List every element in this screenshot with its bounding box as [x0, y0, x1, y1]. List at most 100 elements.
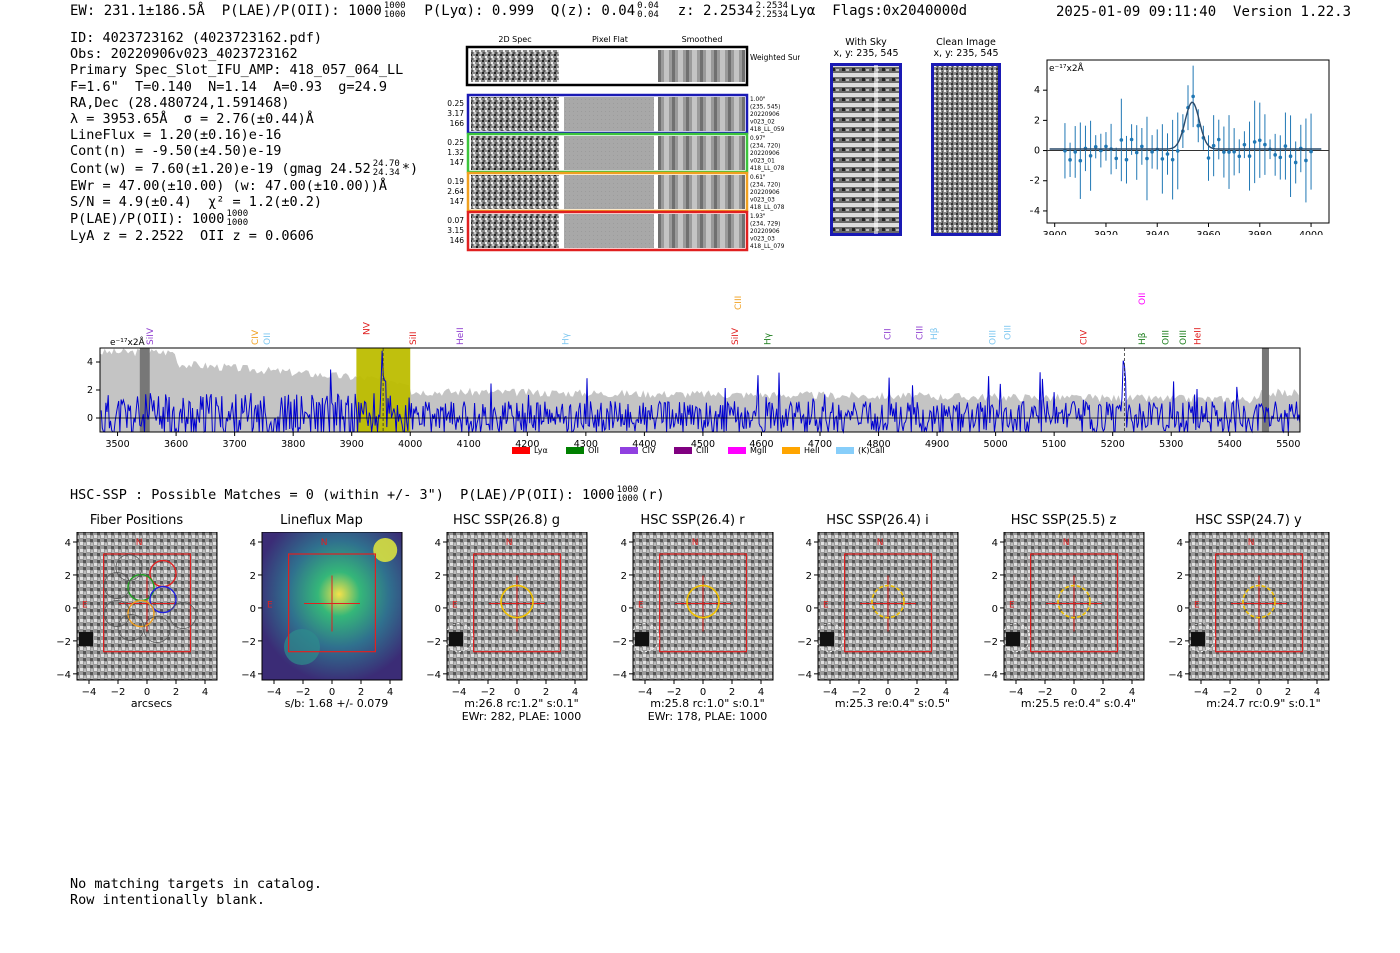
cutout-right-value: v023_01: [750, 159, 775, 165]
footer-notes: No matching targets in catalog. Row inte…: [70, 876, 322, 908]
panel-caption: m:25.5 re:0.4" s:0.4": [992, 697, 1165, 710]
spectrum-line-label: Hβ: [1138, 332, 1148, 345]
panel-caption: arcsecs: [65, 697, 238, 710]
panel-ytick: 4: [65, 538, 71, 549]
spectrum-xtick: 5400: [1218, 439, 1242, 450]
spectrum-xtick: 3800: [281, 439, 305, 450]
panel-ytick: 0: [992, 604, 998, 615]
info-primary: Primary Spec_Slot_IFU_AMP: 418_057_064_L…: [70, 62, 404, 79]
zoom-xtick: 3940: [1145, 230, 1169, 235]
panel-xtick: −2: [1223, 687, 1238, 698]
legend-label: MgII: [750, 446, 767, 455]
spectrum-xtick: 4800: [866, 439, 890, 450]
east-label: E: [1009, 601, 1015, 611]
panel-xtick: 0: [144, 687, 150, 698]
z-line: Lyα: [790, 3, 816, 19]
cutout-right-value: 20220906: [750, 112, 780, 118]
legend-label: OII: [588, 446, 599, 455]
spectrum-line-label: OIII: [1003, 325, 1013, 340]
legend-label: CIV: [642, 446, 656, 455]
ew-value: EW: 231.1±186.5Å: [70, 3, 205, 19]
footer-line-2: Row intentionally blank.: [70, 892, 266, 908]
panel-xtick: 4: [1129, 687, 1135, 698]
spectrum-xtick: 4600: [749, 439, 773, 450]
spectrum-xtick: 4400: [632, 439, 656, 450]
spectrum-xtick: 4900: [925, 439, 949, 450]
cutout-left-value: 166: [450, 119, 465, 128]
version: Version 1.22.3: [1233, 4, 1352, 20]
spectrum-xtick: 4100: [457, 439, 481, 450]
panel-ytick: −2: [797, 637, 812, 648]
spectrum-xtick: 3700: [223, 439, 247, 450]
panel-caption: m:26.8 rc:1.2" s:0.1" EWr: 282, PLAE: 100…: [435, 697, 608, 723]
east-label: E: [638, 601, 644, 611]
panel-ytick: 4: [621, 538, 627, 549]
panel-title: HSC SSP(24.7) y: [1195, 513, 1302, 528]
panel-xtick: 2: [543, 687, 549, 698]
panel-ytick: 0: [250, 604, 256, 615]
panel-ytick: −4: [983, 670, 998, 681]
panel-xtick: −2: [667, 687, 682, 698]
panel-xtick: 4: [572, 687, 578, 698]
spectrum-xtick: 4700: [808, 439, 832, 450]
legend-swatch: [674, 447, 692, 454]
cutout-right-value: (235, 545): [750, 105, 780, 111]
panel-title: HSC SSP(26.4) r: [640, 513, 745, 528]
spectrum-line-label: CIV: [1079, 329, 1089, 345]
clean-image-header: Clean Image x, y: 235, 545: [933, 37, 999, 59]
cutout-left-value: 3.17: [447, 109, 464, 118]
legend-label: CIII: [696, 446, 709, 455]
weighted-sum-2dspec: [471, 50, 559, 82]
info-fibers: F=1.6" T=0.140 N=1.14 A=0.93 g=24.9: [70, 78, 387, 95]
panel-ytick: 4: [1177, 538, 1183, 549]
panel-xtick: 2: [1285, 687, 1291, 698]
panel-title: Fiber Positions: [89, 513, 184, 528]
line-zoom-plot: e⁻¹⁷x2Å 3900 3920 3940 3960 3980 4000 4 2 0 −2 −4: [1030, 59, 1330, 235]
spectrum-line-label: Hγ: [561, 332, 571, 345]
zoom-xtick: 3900: [1043, 230, 1067, 235]
spectrum-line-label: Hβ: [930, 327, 940, 340]
qz-fraction: 0.04 0.04: [637, 1, 659, 20]
panel-ytick: −4: [1168, 670, 1183, 681]
panel-caption-line1: arcsecs: [130, 697, 173, 710]
panel-xtick: 2: [729, 687, 735, 698]
panel-xtick: 0: [1071, 687, 1077, 698]
panel-ytick: 0: [435, 604, 441, 615]
panel-caption: m:25.3 re:0.4" s:0.5": [806, 697, 979, 710]
panel-ytick: 2: [435, 571, 441, 582]
panel-image: N E −4 −2 0 2 4 4 2 0 −2 −4: [241, 532, 403, 698]
panel-image: N E −4 −2 0 2 4 4 2 0 −2 −4: [1168, 532, 1330, 698]
spectrum-line-label: SiII: [409, 331, 419, 345]
panel-xtick: −2: [481, 687, 496, 698]
panel-ytick: −4: [56, 670, 71, 681]
with-sky-image: [830, 63, 902, 236]
spectrum-ytick: 4: [87, 357, 93, 368]
spectrum-xtick: 5200: [1101, 439, 1125, 450]
panel-image: N E −4 −2 0 2 4 4 2 0 −2 −4: [797, 532, 959, 698]
plae-fraction: 1000 1000: [383, 1, 406, 20]
spectrum-line-label: HeII: [1194, 327, 1204, 345]
panel-xtick: 2: [914, 687, 920, 698]
cutout-right-value: (234, 720): [750, 183, 780, 189]
panel-ytick: 4: [806, 538, 812, 549]
spectrum-line-label: OIII: [1161, 330, 1171, 345]
panel-caption-line1: m:26.8 rc:1.2" s:0.1": [464, 697, 579, 710]
spectrum-unit-label: e⁻¹⁷x2Å: [110, 336, 146, 348]
cutout-left-value: 0.25: [447, 138, 464, 147]
cutout-left-value: 1.32: [447, 148, 464, 157]
legend-swatch: [782, 447, 800, 454]
info-plae: P(LAE)/P(OII): 1000 1000 1000: [70, 209, 249, 229]
spectrum-xtick: 3600: [164, 439, 188, 450]
panel-caption-line2: EWr: 282, PLAE: 1000: [461, 710, 582, 723]
hsc-header: HSC-SSP : Possible Matches = 0 (within +…: [70, 485, 665, 504]
east-label: E: [82, 601, 88, 611]
spectrum-line-label: CII: [883, 328, 893, 340]
panel-caption-line1: m:25.5 re:0.4" s:0.4": [1020, 697, 1137, 710]
spectrum-line-label: NV: [362, 321, 372, 335]
panel-ytick: 4: [992, 538, 998, 549]
north-label: N: [877, 538, 884, 548]
cutout-right-value: (234, 729): [750, 222, 780, 228]
